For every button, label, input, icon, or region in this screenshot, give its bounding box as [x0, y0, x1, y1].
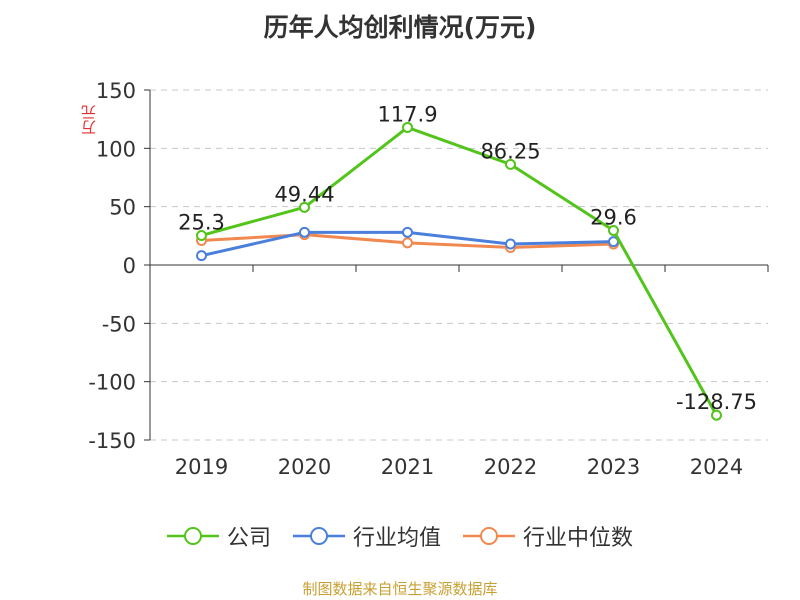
legend-swatch-company: [166, 527, 219, 545]
data-point: [402, 226, 413, 238]
y-tick-label: 0: [123, 254, 136, 278]
legend-item-industry-median[interactable]: 行业中位数: [463, 520, 633, 552]
chart-title: 历年人均创利情况(万元): [263, 13, 537, 42]
y-tick-label: 50: [109, 196, 136, 220]
data-point: [196, 229, 207, 241]
y-tick-label: 150: [96, 79, 136, 103]
legend-label-industry-median: 行业中位数: [523, 526, 634, 551]
data-point: [608, 224, 619, 236]
data-label: 117.9: [377, 102, 437, 126]
data-label: 29.6: [590, 205, 637, 229]
data-point: [711, 409, 722, 421]
legend-item-company[interactable]: 公司: [166, 520, 271, 552]
data-point: [299, 201, 310, 213]
data-point: [608, 236, 619, 248]
y-tick-label: -150: [88, 429, 136, 453]
x-tick-label: 2020: [278, 455, 331, 479]
data-point: [402, 237, 413, 249]
x-tick-label: 2019: [175, 455, 228, 479]
legend-swatch-industry-median: [463, 527, 515, 545]
data-point: [505, 158, 516, 170]
legend-label-company: 公司: [226, 526, 271, 551]
data-label: -128.75: [676, 390, 757, 414]
data-point: [402, 121, 413, 133]
x-tick-label: 2023: [587, 455, 640, 479]
y-tick-label: 100: [96, 137, 136, 161]
y-tick-label: -100: [88, 371, 136, 395]
x-tick-label: 2021: [381, 455, 434, 479]
data-label: 86.25: [480, 139, 540, 163]
data-point: [505, 238, 516, 250]
legend-swatch-industry-mean: [292, 527, 345, 545]
legend-item-industry-mean[interactable]: 行业均值: [292, 520, 441, 552]
series-line-0: [201, 125, 718, 416]
data-label: 49.44: [274, 182, 334, 206]
x-tick-label: 2024: [690, 455, 743, 479]
y-tick-label: -50: [102, 312, 136, 336]
data-label: 25.3: [178, 210, 225, 234]
data-point: [196, 250, 207, 262]
legend: 公司 行业均值 行业中位数: [0, 520, 800, 552]
data-point: [299, 226, 310, 238]
x-tick-label: 2022: [484, 455, 537, 479]
legend-label-industry-mean: 行业均值: [352, 526, 441, 551]
source-note: 制图数据来自恒生聚源数据库: [302, 580, 498, 598]
